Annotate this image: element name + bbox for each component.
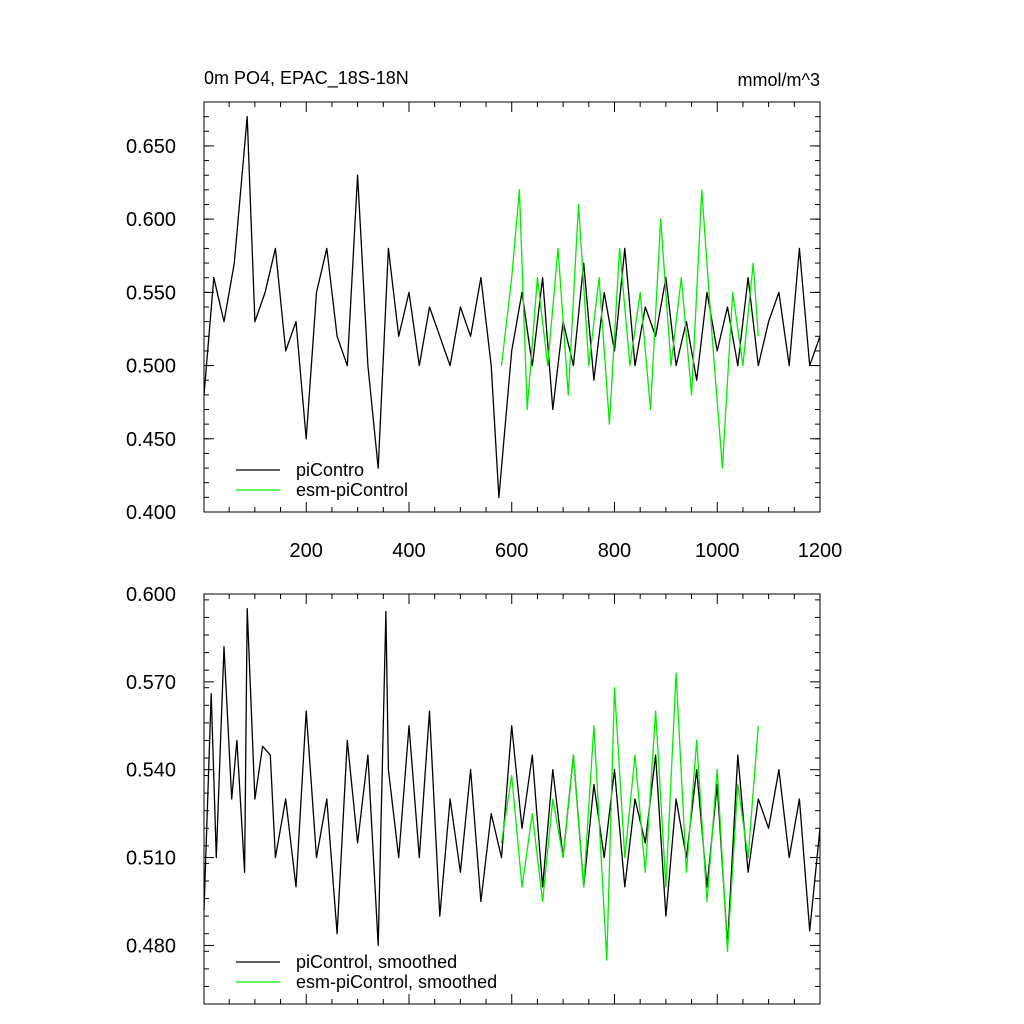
y-tick-label: 0.600 bbox=[126, 209, 176, 231]
y-tick-label: 0.570 bbox=[126, 672, 176, 694]
legend-label-picontro: piContro bbox=[296, 460, 364, 480]
series-line-0 bbox=[203, 115, 821, 499]
plot-frame bbox=[203, 593, 821, 1005]
y-tick-label: 0.540 bbox=[126, 760, 176, 782]
plot-frame bbox=[203, 101, 821, 513]
legend: piContro esm-piControl bbox=[236, 460, 408, 500]
series-line-0 bbox=[203, 607, 821, 947]
x-tick-label: 400 bbox=[392, 540, 425, 562]
legend-label-picontrol-smoothed: piControl, smoothed bbox=[296, 952, 457, 972]
x-tick-label: 800 bbox=[598, 540, 631, 562]
legend-label-esm-picontrol: esm-piControl bbox=[296, 480, 408, 500]
y-tick-label: 0.550 bbox=[126, 282, 176, 304]
y-tick-label: 0.450 bbox=[126, 429, 176, 451]
series-layer bbox=[203, 607, 821, 961]
series-line-1 bbox=[500, 189, 759, 469]
y-tick-label: 0.480 bbox=[126, 935, 176, 957]
chart-panel-bottom: 0.480 0.510 0.540 0.570 0.600 piControl, smo… bbox=[126, 584, 821, 1005]
x-tick-label: 1200 bbox=[798, 540, 843, 562]
x-tick-label: 600 bbox=[495, 540, 528, 562]
y-tick-label: 0.650 bbox=[126, 136, 176, 158]
y-tick-label: 0.510 bbox=[126, 848, 176, 870]
x-tick-label: 1000 bbox=[695, 540, 740, 562]
chart-panel-top: 0m PO4, EPAC_18S-18N mmol/m^3 200 400 600 8… bbox=[126, 68, 842, 562]
chart-title: 0m PO4, EPAC_18S-18N bbox=[204, 68, 409, 89]
tick-layer: 200 400 600 800 1000 1200 0.400 0.450 0.500 0.550… bbox=[126, 101, 843, 562]
units-label: mmol/m^3 bbox=[738, 70, 820, 90]
y-tick-label: 0.400 bbox=[126, 502, 176, 524]
legend-label-esm-picontrol-smoothed: esm-piControl, smoothed bbox=[296, 972, 497, 992]
y-tick-label: 0.600 bbox=[126, 584, 176, 606]
x-tick-label: 200 bbox=[290, 540, 323, 562]
y-tick-label: 0.500 bbox=[126, 356, 176, 378]
legend: piControl, smoothed esm-piControl, smoot… bbox=[236, 952, 497, 992]
series-layer bbox=[203, 115, 821, 499]
tick-layer: 0.480 0.510 0.540 0.570 0.600 bbox=[126, 584, 821, 1005]
series-line-1 bbox=[500, 672, 759, 961]
